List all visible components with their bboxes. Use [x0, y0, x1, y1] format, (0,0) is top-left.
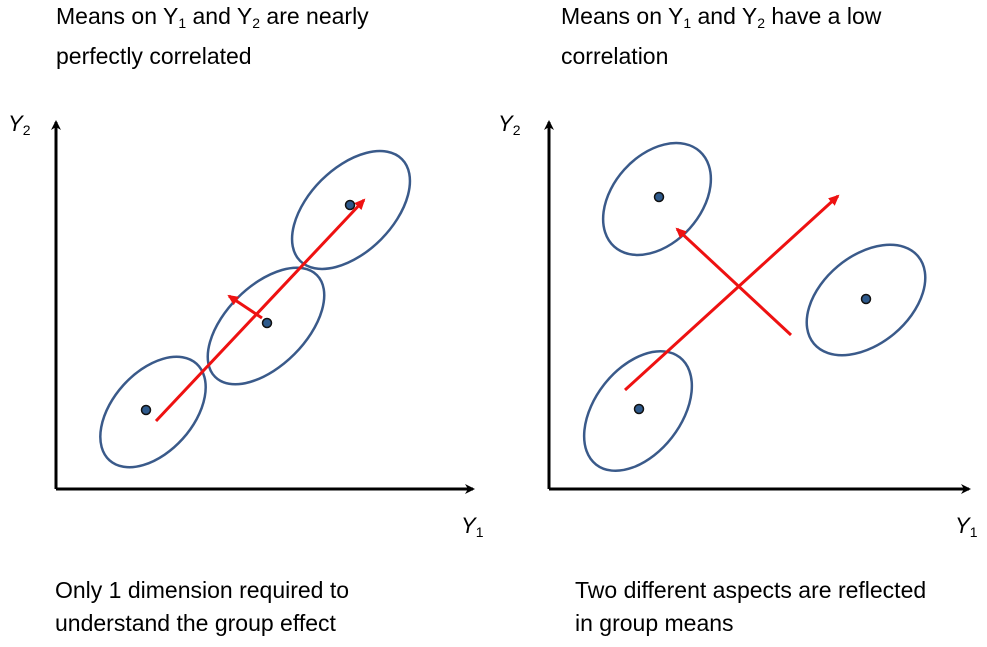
right-cross-arrow — [675, 227, 793, 337]
left-y-axis-label: Y2 — [8, 111, 31, 139]
right-panel-plot — [544, 120, 971, 494]
right-y-axis-label: Y2 — [498, 111, 521, 139]
left-main-arrow — [154, 198, 366, 423]
left-title-line2: perfectly correlated — [56, 43, 252, 69]
left-group-mean-3 — [344, 199, 356, 211]
left-title-line1: Means on Y1 and Y2 are nearly — [56, 3, 369, 31]
right-group-mean-3 — [860, 293, 872, 305]
left-group-ellipse-1 — [99, 355, 207, 469]
right-note-line2: in group means — [575, 610, 734, 636]
right-panel-title: Means on Y1 and Y2 have a low correlatio… — [561, 0, 981, 73]
right-group-ellipse-2 — [582, 349, 694, 473]
left-group-mean-1 — [140, 404, 152, 416]
left-panel-note: Only 1 dimension required to understand … — [55, 574, 475, 640]
right-group-ellipse-3 — [805, 243, 927, 357]
left-panel-plot — [51, 120, 475, 494]
left-minor-arrow — [227, 294, 263, 320]
right-panel-note: Two different aspects are reflected in g… — [575, 574, 985, 640]
left-group-ellipse-3 — [290, 149, 412, 271]
right-title-line2: correlation — [561, 43, 669, 69]
right-main-arrow — [623, 194, 840, 392]
right-x-axis-label: Y1 — [955, 513, 978, 541]
left-panel-title: Means on Y1 and Y2 are nearly perfectly … — [56, 0, 456, 73]
left-note-line1: Only 1 dimension required to — [55, 577, 350, 603]
left-x-axis-label: Y1 — [461, 513, 484, 541]
right-group-mean-2 — [633, 403, 645, 415]
left-group-mean-2 — [261, 317, 273, 329]
left-note-line2: understand the group effect — [55, 610, 336, 636]
right-group-mean-1 — [653, 191, 665, 203]
right-note-line1: Two different aspects are reflected — [575, 577, 927, 603]
right-group-ellipse-1 — [601, 141, 713, 257]
right-title-line1: Means on Y1 and Y2 have a low — [561, 3, 882, 31]
